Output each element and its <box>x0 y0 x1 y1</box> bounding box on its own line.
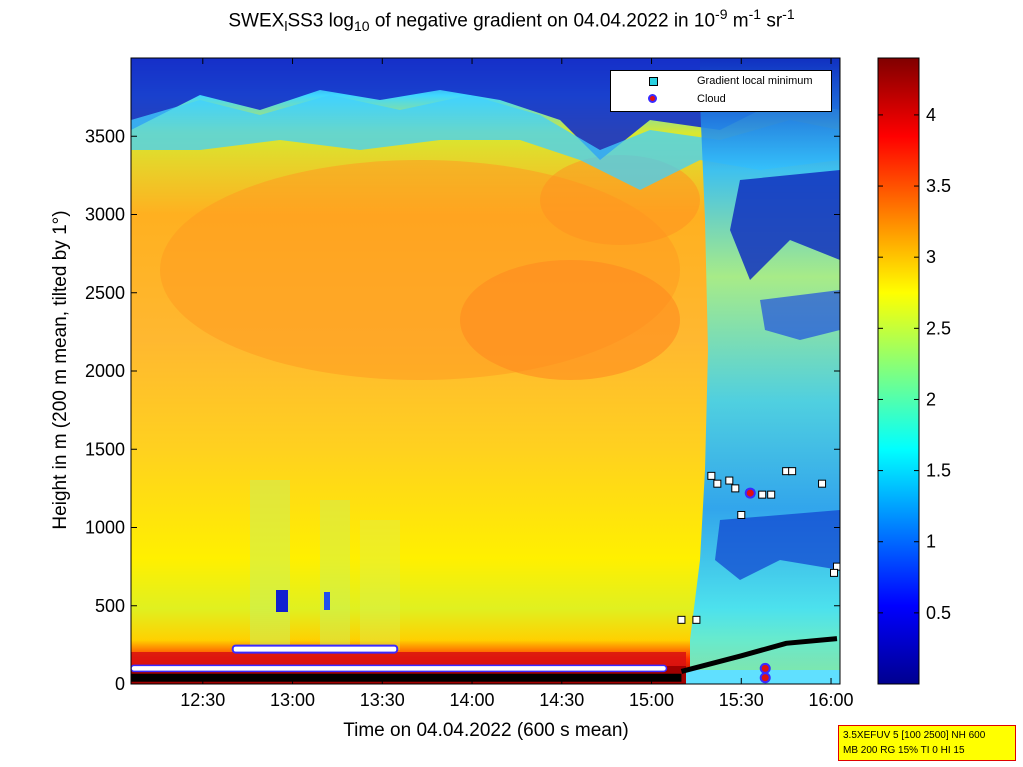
x-tick-label: 15:30 <box>719 690 764 710</box>
cloud-point <box>759 672 771 684</box>
gradient-minimum-point <box>731 484 740 493</box>
gradient-minimum-point <box>707 471 716 480</box>
cloud-band <box>131 664 668 673</box>
square-marker-icon <box>649 77 658 86</box>
colorbar-tick-label: 3.5 <box>926 176 951 196</box>
x-tick-label: 16:00 <box>809 690 854 710</box>
x-tick-label: 13:00 <box>270 690 315 710</box>
colorbar-tick-label: 2 <box>926 389 936 409</box>
heatmap-surface-band <box>131 652 686 666</box>
gradient-minimum-point <box>692 615 701 624</box>
y-tick-label: 1500 <box>85 439 125 459</box>
y-tick-label: 2500 <box>85 283 125 303</box>
heatmap-right-region <box>715 510 840 580</box>
heatmap-right-region <box>760 290 840 340</box>
y-tick-label: 3000 <box>85 205 125 225</box>
info-box: 3.5XEFUV 5 [100 2500] NH 600 MB 200 RG 1… <box>838 725 1016 761</box>
gradient-minimum-point <box>788 467 797 476</box>
x-tick-label: 14:30 <box>539 690 584 710</box>
gradient-minimum-point <box>713 479 722 488</box>
info-line-1: 3.5XEFUV 5 [100 2500] NH 600 <box>843 730 986 741</box>
colorbar-ticks: 0.5 1 1.5 2 2.5 3 3.5 4 <box>878 105 951 623</box>
gradient-minimum-trace <box>680 636 838 674</box>
colorbar-tick-label: 4 <box>926 105 936 125</box>
colorbar-tick-label: 2.5 <box>926 318 951 338</box>
x-tick-label: 12:30 <box>180 690 225 710</box>
y-tick-label: 2000 <box>85 361 125 381</box>
y-tick-label: 1000 <box>85 518 125 538</box>
heatmap-orange-layer <box>460 260 680 380</box>
legend-item-gradient-minimum: Gradient local minimum <box>611 74 831 90</box>
y-axis-title: Height in m (200 m mean, tilted by 1°) <box>50 210 71 529</box>
legend-item-cloud: Cloud <box>611 92 831 108</box>
dot-marker-icon <box>648 94 657 103</box>
cloud-point <box>759 662 771 674</box>
gradient-minimum-point <box>737 510 746 519</box>
gradient-minimum-point <box>830 568 839 577</box>
heatmap-streak <box>360 520 400 650</box>
legend-label: Cloud <box>697 93 726 105</box>
y-tick-label: 500 <box>95 596 125 616</box>
colorbar-tick-label: 1.5 <box>926 461 951 481</box>
colorbar-tick-label: 0.5 <box>926 603 951 623</box>
plot-title: SWEXlSS3 log10 of negative gradient on 0… <box>228 6 795 35</box>
heatmap <box>131 58 840 684</box>
gradient-minimum-point <box>818 479 827 488</box>
heatmap-right-region <box>690 58 840 684</box>
gradient-minimum-band <box>131 673 682 682</box>
marker-layer <box>131 467 840 684</box>
y-tick-label: 0 <box>115 674 125 694</box>
heatmap-streak <box>250 480 290 650</box>
info-line-2: MB 200 RG 15% TI 0 HI 15 <box>843 745 965 756</box>
gradient-minimum-point <box>725 476 734 485</box>
x-axis-title: Time on 04.04.2022 (600 s mean) <box>343 720 629 741</box>
gradient-minimum-point <box>758 490 767 499</box>
heatmap-streak <box>320 500 350 650</box>
heatmap-right-region <box>730 170 840 280</box>
legend-label: Gradient local minimum <box>697 75 813 87</box>
colorbar <box>877 57 920 685</box>
gradient-minimum-point <box>677 615 686 624</box>
x-axis: 12:30 13:00 13:30 14:00 14:30 15:00 15:30 16:00 <box>180 58 854 710</box>
heatmap-upper-region <box>131 95 840 190</box>
cloud-band <box>231 644 399 654</box>
gradient-minimum-point <box>767 490 776 499</box>
heatmap-blue-patch <box>276 590 288 612</box>
y-axis: 0 500 1000 1500 2000 2500 3000 3500 <box>85 126 840 694</box>
heatmap-blue-patch <box>324 592 330 610</box>
cloud-point <box>744 487 756 499</box>
y-tick-label: 3500 <box>85 126 125 146</box>
x-tick-label: 14:00 <box>450 690 495 710</box>
legend: Gradient local minimum Cloud <box>610 70 832 112</box>
colorbar-tick-label: 3 <box>926 247 936 267</box>
colorbar-tick-label: 1 <box>926 532 936 552</box>
x-tick-label: 13:30 <box>360 690 405 710</box>
x-tick-label: 15:00 <box>629 690 674 710</box>
